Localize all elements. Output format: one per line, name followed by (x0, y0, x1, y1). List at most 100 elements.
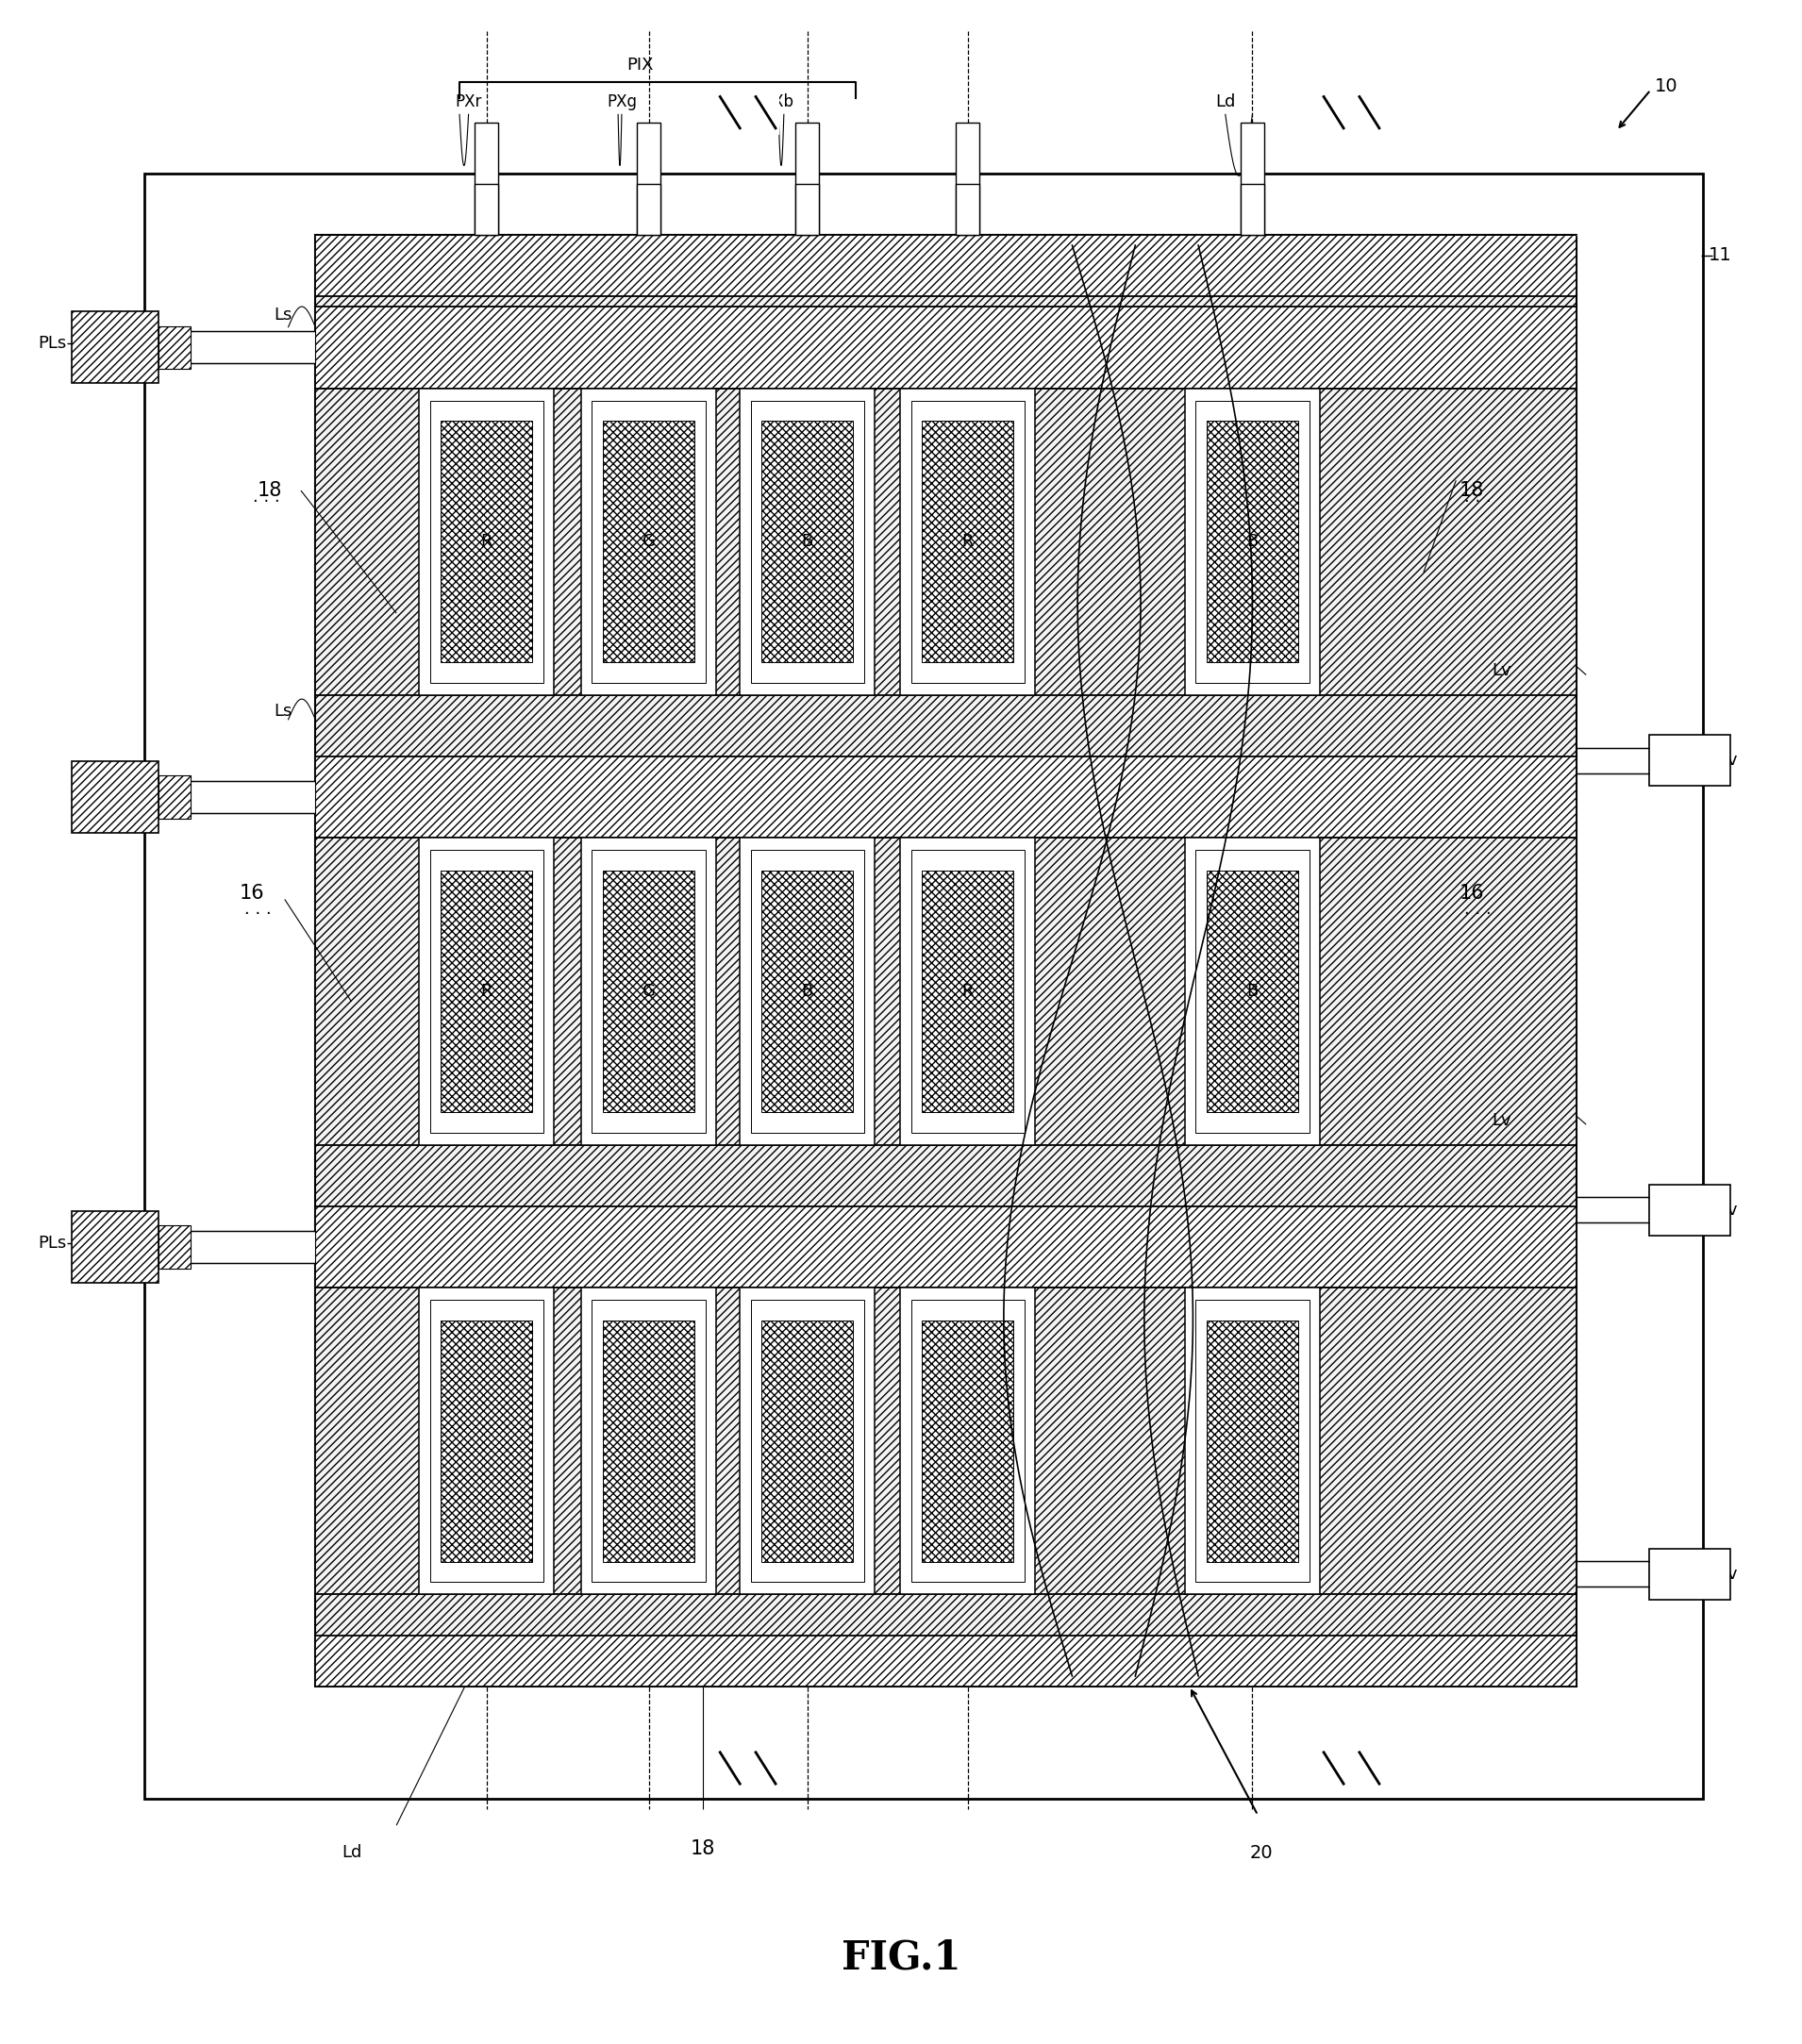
Bar (1319, 1746, 1384, 1791)
Bar (741, 1288, 876, 1594)
Bar (1186, 388, 1319, 695)
Text: PLv: PLv (1708, 1202, 1737, 1218)
Bar (159, 325, 191, 368)
Bar (762, 1320, 854, 1562)
Text: 18: 18 (1460, 480, 1485, 501)
Text: . . .: . . . (1463, 901, 1492, 918)
Bar (1207, 421, 1297, 662)
Bar (638, 184, 660, 235)
Bar (431, 1300, 544, 1582)
Text: R: R (962, 533, 973, 550)
Bar (1186, 1288, 1319, 1594)
Bar (715, 90, 780, 135)
Bar (72, 1210, 159, 1284)
Bar (762, 871, 854, 1112)
Bar (159, 331, 315, 364)
Bar (1186, 838, 1319, 1145)
Bar (1649, 734, 1730, 785)
Bar (912, 850, 1024, 1132)
Bar (638, 123, 660, 235)
Bar (582, 1288, 717, 1594)
Bar (751, 850, 865, 1132)
Bar (420, 1288, 555, 1594)
Text: Lv: Lv (1492, 1112, 1512, 1128)
Bar (159, 1224, 191, 1267)
Text: B: B (1247, 533, 1258, 550)
Bar (1197, 850, 1308, 1132)
Bar (159, 775, 191, 818)
Text: PXr: PXr (456, 94, 481, 110)
Bar (1240, 184, 1263, 235)
Text: R: R (481, 533, 492, 550)
Bar (582, 838, 717, 1145)
Bar (159, 1230, 315, 1263)
Bar (144, 174, 1703, 1799)
Text: 10: 10 (1654, 78, 1678, 94)
Bar (1240, 123, 1263, 235)
Text: . . .: . . . (252, 489, 281, 505)
Bar (1577, 1562, 1649, 1586)
Bar (315, 307, 1577, 388)
Bar (741, 388, 876, 695)
Bar (751, 401, 865, 683)
Bar (476, 123, 497, 235)
Text: G: G (642, 983, 656, 1000)
Bar (1577, 1198, 1649, 1222)
Bar (441, 1320, 533, 1562)
Bar (957, 184, 980, 235)
Bar (315, 1288, 1577, 1594)
Text: B: B (802, 533, 813, 550)
Text: PLv: PLv (1708, 1566, 1737, 1582)
Bar (159, 781, 315, 814)
Bar (315, 1206, 1577, 1288)
Text: 16: 16 (240, 883, 265, 903)
Text: R: R (962, 983, 973, 1000)
Text: R: R (481, 983, 492, 1000)
Text: FIG.1: FIG.1 (842, 1938, 960, 1979)
Bar (1197, 1300, 1308, 1582)
Text: Ls: Ls (274, 703, 292, 719)
Text: Lv: Lv (1492, 662, 1512, 679)
Bar (476, 184, 497, 235)
Bar (1207, 871, 1297, 1112)
Bar (1207, 1320, 1297, 1562)
Text: 18: 18 (690, 1840, 715, 1858)
Text: 11: 11 (1708, 247, 1732, 264)
Bar (923, 871, 1015, 1112)
Bar (901, 838, 1034, 1145)
Bar (901, 1288, 1034, 1594)
Bar (912, 1300, 1024, 1582)
Bar (315, 838, 1577, 1145)
Text: 18: 18 (258, 480, 283, 501)
Text: 16: 16 (1460, 883, 1485, 903)
Bar (957, 123, 980, 235)
Bar (923, 1320, 1015, 1562)
Bar (420, 838, 555, 1145)
Bar (315, 388, 1577, 695)
Bar (431, 401, 544, 683)
Bar (1577, 748, 1649, 773)
Bar (923, 421, 1015, 662)
Bar (315, 1635, 1577, 1686)
Text: Ld: Ld (1215, 94, 1236, 110)
Bar (591, 850, 706, 1132)
Bar (1319, 90, 1384, 135)
Text: . . .: . . . (243, 901, 272, 918)
Text: PLs: PLs (38, 335, 67, 352)
Bar (441, 871, 533, 1112)
Bar (315, 235, 1577, 1686)
Text: G: G (642, 533, 656, 550)
Bar (441, 421, 533, 662)
Bar (591, 1300, 706, 1582)
Text: PIX: PIX (627, 57, 652, 74)
Bar (762, 421, 854, 662)
Bar (1649, 1186, 1730, 1235)
Text: B: B (802, 983, 813, 1000)
Bar (591, 401, 706, 683)
Text: PLs: PLs (38, 1235, 67, 1251)
Text: PXb: PXb (764, 94, 793, 110)
Bar (715, 1746, 780, 1791)
Bar (72, 762, 159, 834)
Bar (315, 756, 1577, 838)
Bar (315, 235, 1577, 296)
